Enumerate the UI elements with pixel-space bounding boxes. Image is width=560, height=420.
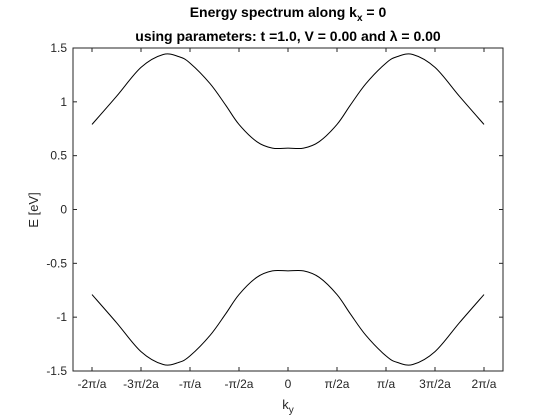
x-axis-label: ky — [282, 397, 294, 416]
y-axis-label: E [eV] — [26, 192, 41, 227]
y-tick-label: 1 — [60, 95, 67, 109]
x-tick-label: -π/2a — [225, 377, 254, 391]
x-tick-label: 2π/a — [472, 377, 497, 391]
x-tick-label: -π/a — [179, 377, 202, 391]
x-tick-label: 0 — [285, 377, 292, 391]
y-tick-label: -0.5 — [46, 256, 67, 270]
plot-area-frame — [72, 47, 504, 372]
y-tick-label: -1 — [56, 310, 67, 324]
chart-title-line1: Energy spectrum along kx = 0 — [190, 4, 387, 24]
y-tick-label: 0.5 — [50, 149, 67, 163]
y-tick-label: -1.5 — [46, 364, 67, 378]
x-tick-label: π/a — [377, 377, 396, 391]
chart-title-line2: using parameters: t =1.0, V = 0.00 and λ… — [135, 28, 441, 44]
x-tick-label: 3π/2a — [419, 377, 451, 391]
y-tick-label: 1.5 — [50, 41, 67, 55]
x-tick-label: -2π/a — [78, 377, 107, 391]
y-axis: -1.5 -1 -0.5 0 0.5 1 1.5 — [46, 41, 503, 378]
upper-band-line — [91, 53, 485, 150]
series-group — [91, 53, 485, 366]
x-axis: -2π/a -3π/2a -π/a -π/2a 0 π/2a π/a 3π/2a 2π/a — [78, 48, 497, 391]
y-tick-label: 0 — [60, 203, 67, 217]
x-tick-label: -3π/2a — [123, 377, 159, 391]
lower-band-line — [91, 269, 485, 366]
x-tick-label: π/2a — [325, 377, 350, 391]
